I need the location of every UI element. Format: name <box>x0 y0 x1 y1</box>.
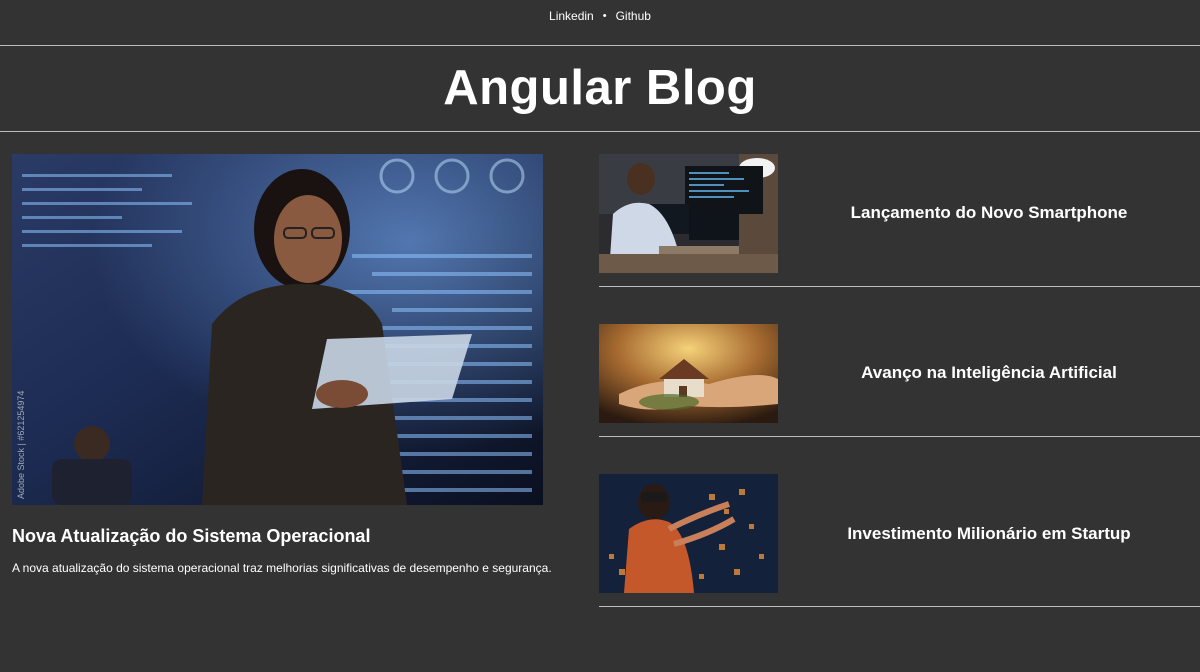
side-post-title[interactable]: Avanço na Inteligência Artificial <box>861 363 1117 382</box>
side-post-item[interactable]: Investimento Milionário em Startup <box>599 474 1200 607</box>
featured-description: A nova atualização do sistema operaciona… <box>12 561 552 575</box>
nav-link-linkedin[interactable]: Linkedin <box>549 9 594 23</box>
featured-watermark: Adobe Stock | #621254974 <box>16 391 26 499</box>
featured-post: Adobe Stock | #621254974 Nova Atualizaçã… <box>12 154 582 575</box>
nav-separator: • <box>602 10 607 22</box>
woman-vr-headset-photo[interactable] <box>599 474 778 593</box>
site-title: Angular Blog <box>443 60 757 115</box>
site-header: Angular Blog <box>0 46 1200 132</box>
side-post-title[interactable]: Lançamento do Novo Smartphone <box>850 203 1128 222</box>
woman-with-tablet-photo[interactable]: Adobe Stock | #621254974 <box>12 154 543 505</box>
man-at-computer-photo[interactable] <box>599 154 778 273</box>
nav-link-github[interactable]: Github <box>615 9 651 23</box>
featured-image-art: Adobe Stock | #621254974 <box>12 154 543 505</box>
side-post-item[interactable]: Lançamento do Novo Smartphone <box>599 154 1200 287</box>
side-post-item[interactable]: Avanço na Inteligência Artificial <box>599 324 1200 437</box>
side-post-title[interactable]: Investimento Milionário em Startup <box>847 524 1131 543</box>
top-nav: Linkedin • Github <box>0 0 1200 46</box>
featured-title[interactable]: Nova Atualização do Sistema Operacional <box>12 526 371 546</box>
house-in-hands-photo[interactable] <box>599 324 778 423</box>
